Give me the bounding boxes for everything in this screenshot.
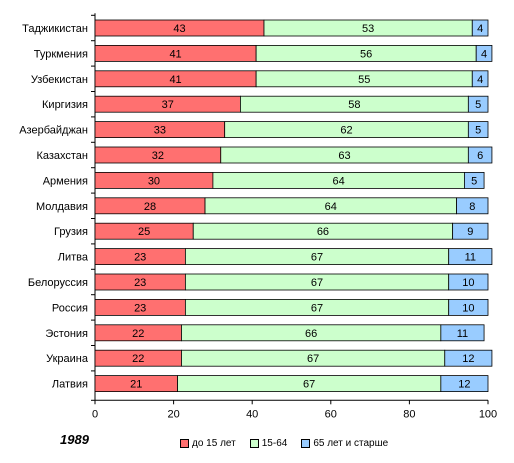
data-label: 64	[333, 175, 345, 187]
bar-segment	[444, 349, 493, 367]
x-tick-label: 100	[479, 408, 497, 420]
category-label: Азербайджан	[19, 125, 88, 137]
data-label: 28	[144, 201, 156, 213]
data-label: 55	[358, 74, 370, 86]
data-label: 41	[169, 48, 181, 60]
data-label: 56	[360, 48, 372, 60]
bar-segment	[467, 146, 493, 164]
data-label: 62	[340, 125, 352, 137]
data-label: 4	[477, 23, 483, 35]
category-label: Киргизия	[42, 99, 88, 111]
bar-segment	[464, 171, 485, 189]
category-label: Туркмения	[34, 48, 88, 60]
category-label: Армения	[43, 175, 88, 187]
data-label: 5	[475, 125, 481, 137]
x-tick-label: 0	[92, 408, 98, 420]
legend-item-65-plus: 65 лет и старше	[301, 438, 388, 449]
data-label: 67	[303, 379, 315, 391]
category-label: Узбекистан	[31, 74, 88, 86]
category-label: Казахстан	[36, 150, 88, 162]
data-label: 10	[462, 302, 474, 314]
data-label: 23	[134, 302, 146, 314]
data-label: 43	[173, 23, 185, 35]
data-label: 8	[469, 201, 475, 213]
category-label: Литва	[58, 252, 89, 264]
data-label: 9	[467, 226, 473, 238]
data-label: 58	[348, 99, 360, 111]
data-label: 22	[132, 328, 144, 340]
bar-segment	[471, 70, 489, 88]
legend-label-15-64: 15-64	[261, 438, 288, 449]
bar-segment	[467, 121, 489, 138]
data-label: 10	[462, 277, 474, 289]
bar-segment	[448, 298, 489, 316]
category-label: Эстония	[45, 328, 88, 340]
category-label: Россия	[52, 302, 88, 314]
legend-item-15-64: 15-64	[249, 438, 288, 449]
bar-segment	[475, 45, 493, 62]
data-label: 5	[475, 99, 481, 111]
category-label: Латвия	[52, 379, 88, 391]
data-label: 12	[458, 379, 470, 391]
data-label: 12	[462, 353, 474, 365]
legend-label-under-15: до 15 лет	[192, 438, 236, 449]
bar-segment	[456, 197, 489, 215]
bar-segment	[452, 222, 489, 240]
x-tick-label: 60	[325, 408, 337, 420]
data-label: 67	[307, 353, 319, 365]
data-label: 22	[132, 353, 144, 365]
category-label: Украина	[46, 353, 89, 365]
x-tick-label: 20	[167, 408, 179, 420]
data-label: 5	[471, 175, 477, 187]
category-label: Грузия	[54, 226, 88, 238]
data-label: 23	[134, 252, 146, 264]
data-label: 25	[138, 226, 150, 238]
data-label: 23	[134, 277, 146, 289]
x-tick-label: 80	[403, 408, 415, 420]
legend-swatch-under-15	[180, 439, 189, 448]
legend-swatch-65-plus	[301, 439, 311, 448]
category-label: Белоруссия	[28, 277, 88, 289]
data-label: 6	[477, 150, 483, 162]
legend-item-under-15: до 15 лет	[180, 438, 236, 449]
x-tick-label: 40	[246, 408, 258, 420]
data-label: 66	[317, 226, 329, 238]
data-label: 53	[362, 23, 374, 35]
bar-segment	[448, 248, 493, 266]
legend-label-65-plus: 65 лет и старше	[313, 438, 389, 449]
data-label: 64	[325, 201, 337, 213]
data-label: 11	[457, 328, 468, 340]
category-label: Молдавия	[36, 201, 88, 213]
bar-segment	[448, 273, 489, 291]
data-label: 67	[311, 302, 323, 314]
data-label: 41	[169, 74, 181, 86]
year-label: 1989	[60, 432, 89, 447]
bar-segment	[440, 375, 489, 393]
legend: до 15 лет 15-64 65 лет и старше	[180, 438, 388, 449]
bar-segment	[440, 324, 485, 342]
data-label: 67	[311, 277, 323, 289]
data-label: 21	[130, 379, 142, 391]
bar-segment	[467, 95, 489, 113]
data-label: 67	[311, 252, 323, 264]
data-label: 4	[477, 74, 483, 86]
data-label: 66	[305, 328, 317, 340]
data-label: 11	[465, 252, 476, 264]
data-label: 33	[154, 125, 166, 137]
bar-segment	[471, 19, 489, 37]
data-label: 4	[481, 48, 487, 60]
data-label: 32	[152, 150, 164, 162]
legend-swatch-15-64	[249, 439, 259, 448]
data-label: 63	[338, 150, 350, 162]
data-label: 37	[162, 99, 174, 111]
category-label: Таджикистан	[22, 23, 88, 35]
data-label: 30	[148, 175, 160, 187]
